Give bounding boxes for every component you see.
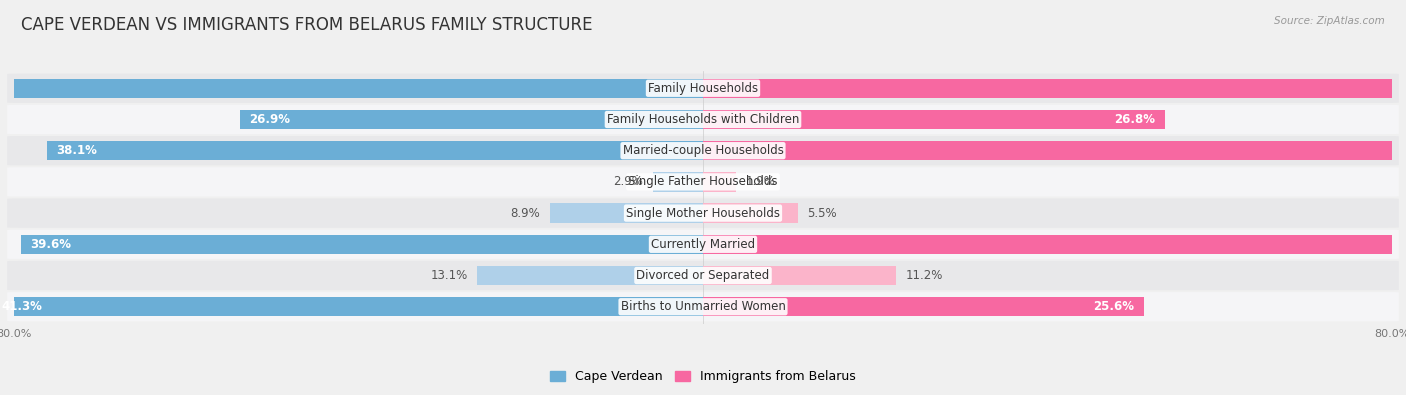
Text: Married-couple Households: Married-couple Households xyxy=(623,144,783,157)
Text: Currently Married: Currently Married xyxy=(651,238,755,251)
Bar xyxy=(703,141,1406,160)
Text: Single Father Households: Single Father Households xyxy=(628,175,778,188)
Text: Family Households: Family Households xyxy=(648,82,758,95)
Bar xyxy=(239,110,703,129)
Text: 26.9%: 26.9% xyxy=(249,113,290,126)
Text: 41.3%: 41.3% xyxy=(1,300,42,313)
Text: 13.1%: 13.1% xyxy=(430,269,468,282)
Bar xyxy=(703,297,1144,316)
Text: 38.1%: 38.1% xyxy=(56,144,97,157)
Text: 39.6%: 39.6% xyxy=(31,238,72,251)
Bar xyxy=(478,266,703,285)
Text: 1.9%: 1.9% xyxy=(745,175,775,188)
FancyBboxPatch shape xyxy=(7,261,1399,290)
FancyBboxPatch shape xyxy=(7,292,1399,322)
Bar xyxy=(0,297,703,316)
Text: 25.6%: 25.6% xyxy=(1094,300,1135,313)
FancyBboxPatch shape xyxy=(7,167,1399,197)
Text: 2.9%: 2.9% xyxy=(613,175,644,188)
Bar xyxy=(652,172,703,192)
Text: Source: ZipAtlas.com: Source: ZipAtlas.com xyxy=(1274,16,1385,26)
Text: 5.5%: 5.5% xyxy=(807,207,837,220)
FancyBboxPatch shape xyxy=(7,73,1399,103)
Bar xyxy=(46,141,703,160)
Text: 8.9%: 8.9% xyxy=(510,207,540,220)
FancyBboxPatch shape xyxy=(7,136,1399,166)
FancyBboxPatch shape xyxy=(7,229,1399,259)
Bar xyxy=(0,79,703,98)
Bar xyxy=(550,203,703,223)
Text: Family Households with Children: Family Households with Children xyxy=(607,113,799,126)
Bar xyxy=(703,203,797,223)
Text: Single Mother Households: Single Mother Households xyxy=(626,207,780,220)
Bar xyxy=(21,235,703,254)
FancyBboxPatch shape xyxy=(7,198,1399,228)
Bar xyxy=(703,172,735,192)
Text: CAPE VERDEAN VS IMMIGRANTS FROM BELARUS FAMILY STRUCTURE: CAPE VERDEAN VS IMMIGRANTS FROM BELARUS … xyxy=(21,16,592,34)
Legend: Cape Verdean, Immigrants from Belarus: Cape Verdean, Immigrants from Belarus xyxy=(546,365,860,388)
Bar xyxy=(703,266,896,285)
FancyBboxPatch shape xyxy=(7,105,1399,134)
Bar xyxy=(703,79,1406,98)
Text: 26.8%: 26.8% xyxy=(1114,113,1154,126)
Bar xyxy=(703,235,1406,254)
Text: Divorced or Separated: Divorced or Separated xyxy=(637,269,769,282)
Bar xyxy=(703,110,1164,129)
Text: Births to Unmarried Women: Births to Unmarried Women xyxy=(620,300,786,313)
Text: 11.2%: 11.2% xyxy=(905,269,943,282)
